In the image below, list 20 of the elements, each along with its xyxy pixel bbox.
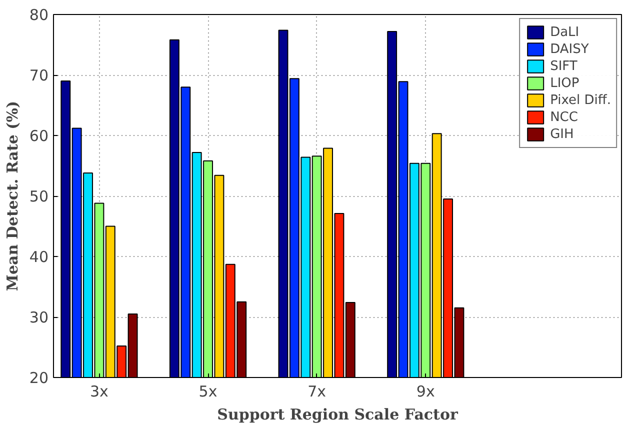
legend-label: GIH [550, 126, 574, 142]
x-axis-title: Support Region Scale Factor [217, 406, 459, 424]
x-tick-label: 9x [416, 382, 435, 400]
y-tick-label: 20 [29, 369, 49, 387]
y-axis-title: Mean Detect. Rate (%) [3, 100, 22, 292]
y-tick-label: 70 [29, 66, 49, 84]
legend-label: SIFT [550, 58, 578, 74]
y-tick-label: 40 [29, 248, 49, 266]
y-tick-label: 80 [29, 6, 49, 24]
x-tick-label: 5x [198, 382, 218, 400]
x-tick-label: 7x [308, 382, 326, 400]
legend-label: Pixel Diff. [550, 92, 611, 108]
legend-label: NCC [550, 109, 578, 125]
y-tick-label: 60 [29, 127, 49, 145]
y-tick-label: 30 [29, 308, 49, 326]
x-tick-label: 3x [90, 382, 109, 400]
legend-label: DAISY [550, 41, 589, 57]
y-tick-label: 50 [29, 188, 49, 206]
legend-label: DaLI [550, 24, 580, 40]
legend-label: LIOP [550, 75, 580, 91]
